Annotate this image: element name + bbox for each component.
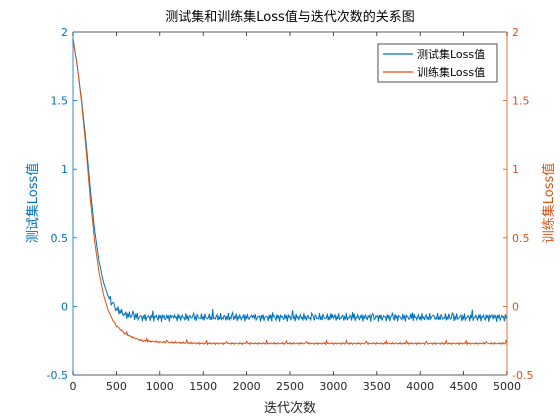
y-tick-label-left: 0.5 (51, 232, 69, 245)
x-tick-label: 500 (106, 380, 127, 393)
y-tick-label-left: 0 (61, 300, 68, 313)
axes-layer: 0 500 1000 1500 2000 2500 3000 3500 4000 4500 5000… (47, 26, 534, 393)
x-tick-label: 3000 (319, 380, 347, 393)
y-tick-label-right: -0.5 (512, 369, 533, 382)
x-tick-label: 0 (70, 380, 77, 393)
y-tick-label-right: 1 (512, 163, 519, 176)
series-line-test (72, 38, 508, 323)
legend-label-train: 训练集Loss值 (417, 65, 485, 79)
y-tick-label-right: 1.5 (512, 95, 530, 108)
x-tick-label: 3500 (363, 380, 391, 393)
y-tick-label-right: 2 (512, 26, 519, 39)
series-line-train (72, 38, 508, 346)
x-tick-label: 1000 (146, 380, 174, 393)
y-axis-label-left: 测试集Loss值 (25, 163, 41, 244)
series-layer (72, 38, 508, 346)
y-tick-label-left: 1 (61, 163, 68, 176)
legend-label-test: 测试集Loss值 (417, 47, 485, 61)
chart-title: 测试集和训练集Loss值与迭代次数的关系图 (165, 9, 415, 25)
plot-area (73, 32, 507, 375)
x-tick-label: 4000 (406, 380, 434, 393)
x-tick-label: 4500 (450, 380, 478, 393)
x-axis-label: 迭代次数 (264, 400, 316, 416)
legend-box (377, 43, 498, 83)
legend: 测试集Loss值 训练集Loss值 (377, 43, 498, 83)
x-tick-label: 2500 (276, 380, 304, 393)
y-axis-label-right: 训练集Loss值 (541, 163, 557, 244)
x-tick-label: 1500 (189, 380, 217, 393)
y-tick-label-right: 0 (512, 300, 519, 313)
y-tick-label-right: 0.5 (512, 232, 530, 245)
y-tick-label-left: -0.5 (47, 369, 68, 382)
x-tick-label: 5000 (493, 380, 521, 393)
y-tick-label-left: 1.5 (51, 95, 69, 108)
x-tick-label: 2000 (233, 380, 261, 393)
y-tick-label-left: 2 (61, 26, 68, 39)
